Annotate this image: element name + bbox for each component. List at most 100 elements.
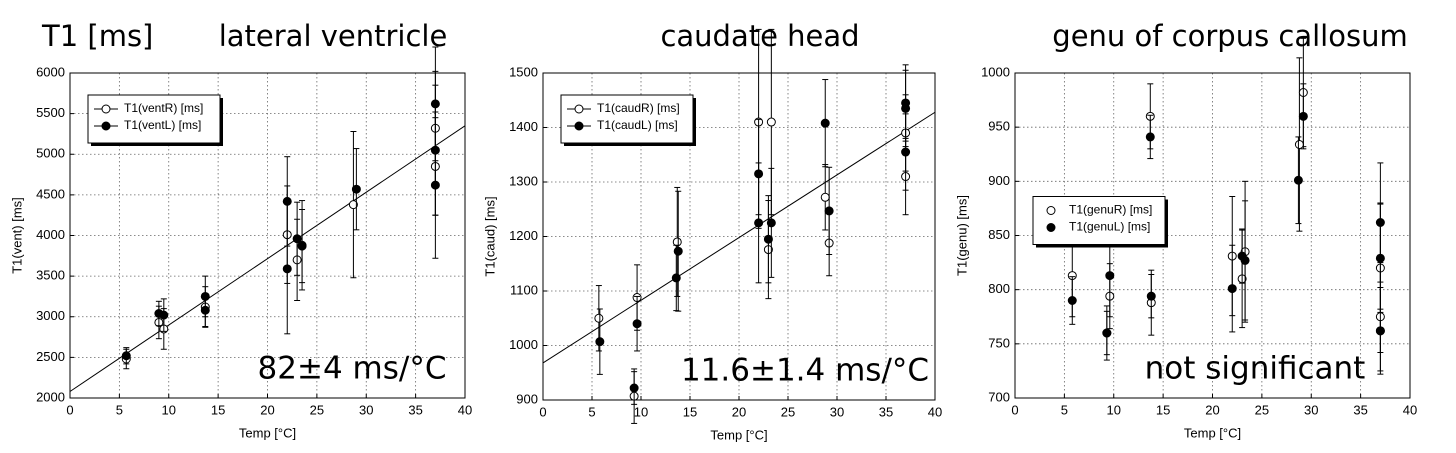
legend-marker: [574, 104, 584, 114]
legend-box: [560, 94, 694, 144]
data-point: [1375, 326, 1385, 336]
data-point: [824, 206, 834, 216]
x-tick-label: 30: [1304, 402, 1318, 417]
annotation: 82±4 ms/°C: [258, 351, 447, 387]
legend-label: T1(caudR) [ms]: [597, 101, 680, 115]
data-point: [282, 264, 292, 274]
y-tick-label: 900: [988, 173, 1010, 188]
data-point: [351, 184, 361, 194]
data-point: [763, 234, 773, 244]
x-tick-label: 0: [1011, 402, 1018, 417]
y-tick-label: 3500: [36, 268, 65, 283]
heading: T1 [ms]: [41, 19, 153, 53]
y-tick-label: 3000: [36, 308, 65, 323]
panel: caudate head 0 5 10 15 20 25 30 35 40 900 1000 1100 1…: [482, 19, 942, 442]
x-tick-label: 10: [162, 402, 176, 417]
data-point: [430, 99, 440, 109]
data-point: [671, 273, 681, 283]
panel: genu of corpus callosum 0 5 10 15 20 25 30 35 40 7…: [954, 19, 1417, 440]
x-tick-label: 30: [830, 404, 844, 419]
y-tick-label: 1100: [510, 282, 538, 297]
data-point: [297, 241, 307, 251]
y-tick-label: 700: [988, 389, 1010, 404]
y-tick-label: 1000: [981, 64, 1010, 79]
x-tick-label: 20: [260, 402, 274, 417]
data-point: [1105, 271, 1115, 281]
fit-line: [542, 111, 936, 364]
x-tick-label: 0: [539, 404, 546, 419]
data-point: [754, 169, 764, 179]
x-tick-label: 35: [408, 402, 422, 417]
data-point: [292, 234, 302, 244]
x-axis-label: Temp [°C]: [710, 427, 767, 442]
data-point: [121, 351, 131, 361]
legend-label: T1(ventL) [ms]: [124, 118, 201, 132]
panel-title: caudate head: [660, 19, 859, 53]
data-point: [820, 192, 830, 202]
data-point: [348, 200, 358, 210]
data-point: [1102, 328, 1112, 338]
y-tick-label: 950: [988, 119, 1010, 134]
data-point: [901, 103, 911, 113]
y-tick-label: 900: [516, 391, 538, 406]
fit-line: [69, 125, 466, 392]
x-tick-label: 35: [1353, 402, 1367, 417]
legend-marker: [101, 104, 111, 114]
data-point: [595, 337, 605, 347]
data-point: [430, 145, 440, 155]
data-point: [200, 291, 210, 301]
annotation: not significant: [1145, 351, 1366, 387]
legend-box: [87, 94, 221, 144]
panel-title: lateral ventricle: [219, 19, 448, 53]
data-point: [766, 117, 776, 127]
y-tick-label: 1200: [509, 228, 538, 243]
y-tick-label: 1300: [509, 173, 538, 188]
x-tick-label: 20: [1205, 402, 1219, 417]
y-tick-label: 800: [988, 281, 1010, 296]
y-tick-label: 4500: [36, 186, 65, 201]
plot-frame: [542, 72, 936, 401]
legend-label: T1(genuR) [ms]: [1069, 203, 1152, 217]
y-axis-label: T1(caud) [ms]: [482, 196, 497, 276]
data-point: [282, 196, 292, 206]
x-tick-label: 15: [211, 402, 225, 417]
data-point: [673, 246, 683, 256]
data-point: [1298, 111, 1308, 121]
legend-marker: [1046, 223, 1056, 232]
data-point: [1375, 218, 1385, 227]
data-point: [672, 237, 682, 247]
y-tick-label: 5500: [36, 105, 65, 120]
data-point: [629, 383, 639, 393]
x-tick-label: 0: [66, 402, 73, 417]
x-tick-label: 15: [683, 404, 697, 419]
x-tick-label: 10: [1107, 402, 1121, 417]
y-tick-label: 1400: [509, 119, 538, 134]
data-point: [766, 218, 776, 228]
panel-title: genu of corpus callosum: [1052, 19, 1407, 53]
y-axis-label: T1(vent) [ms]: [9, 197, 24, 274]
x-tick-label: 25: [310, 402, 324, 417]
annotation: 11.6±1.4 ms/°C: [681, 353, 929, 389]
data-point: [1294, 140, 1304, 149]
legend-label: T1(genuL) [ms]: [1069, 220, 1150, 234]
legend-marker: [1046, 206, 1056, 215]
legend-label: T1(ventR) [ms]: [124, 101, 203, 115]
y-tick-label: 6000: [36, 64, 65, 79]
legend-marker: [574, 121, 584, 131]
y-tick-label: 5000: [36, 146, 65, 161]
data-point: [200, 305, 210, 315]
x-tick-label: 5: [1061, 402, 1068, 417]
legend-label: T1(caudL) [ms]: [597, 118, 678, 132]
data-point: [1067, 296, 1077, 305]
x-tick-label: 40: [1403, 402, 1417, 417]
plot-frame: [1014, 72, 1411, 399]
y-tick-label: 1000: [509, 337, 538, 352]
x-tick-label: 30: [359, 402, 373, 417]
data-point: [1375, 253, 1385, 263]
x-tick-label: 5: [588, 404, 595, 419]
data-point: [430, 180, 440, 190]
data-point: [754, 218, 764, 228]
data-point: [1293, 175, 1303, 185]
plot-frame: [69, 72, 466, 399]
